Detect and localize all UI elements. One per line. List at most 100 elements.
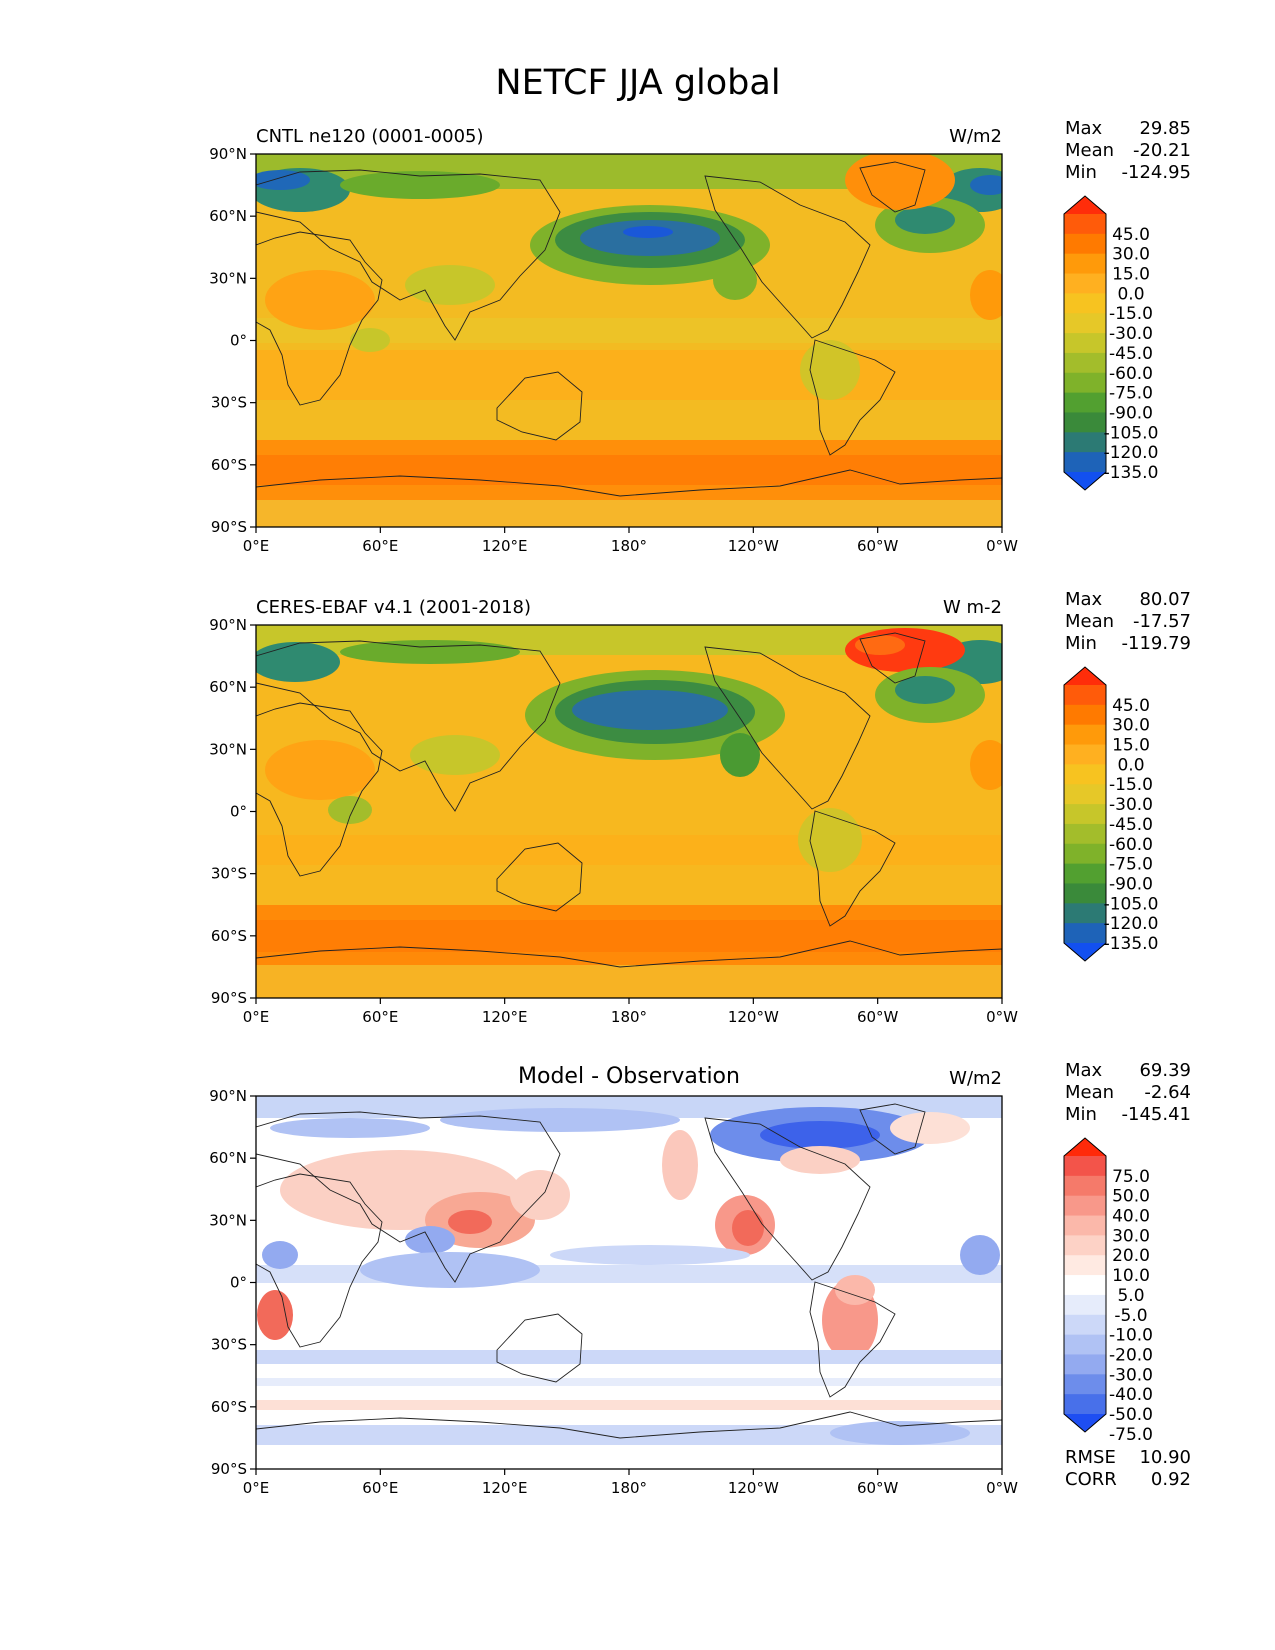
colorbar-label: 10.0	[1112, 1266, 1150, 1286]
colorbar-label: 0.0	[1117, 755, 1144, 775]
colorbar-segment	[1064, 1394, 1106, 1415]
panel-units: W/m2	[949, 1068, 1002, 1089]
colorbar-label: -45.0	[1109, 344, 1153, 364]
y-tick-label: 30°S	[211, 865, 247, 883]
stats-block: Max 80.07 Mean -17.57 Min -119.79	[1065, 589, 1191, 654]
y-tick-label: 0°	[230, 1274, 247, 1292]
y-tick-label: 90°S	[211, 989, 247, 1007]
stat-label: Max	[1065, 118, 1103, 139]
panel-title-center: Model - Observation	[518, 1064, 740, 1089]
y-tick-label: 90°N	[209, 1087, 247, 1105]
stats-block: Max 69.39 Mean -2.64 Min -145.41	[1065, 1060, 1191, 1125]
figure-title: NETCF JJA global	[495, 63, 780, 103]
stat-value: -20.21	[1133, 140, 1191, 161]
colorbar-segment	[1064, 863, 1106, 885]
colorbar-label: -50.0	[1109, 1405, 1153, 1425]
colorbar-segment	[1064, 273, 1106, 294]
y-tick-label: 30°N	[209, 1211, 247, 1229]
x-tick-label: 0°E	[243, 537, 270, 555]
stat-value: -119.79	[1122, 633, 1191, 654]
x-axis: 0°E 60°E 120°E 180° 120°W 60°W 0°W	[243, 1469, 1018, 1497]
colorbar: 45.030.015.00.0-15.0-30.0-45.0-60.0-75.0…	[1063, 195, 1159, 491]
y-tick-label: 0°	[230, 332, 247, 350]
panel-observation: CERES-EBAF v4.1 (2001-2018) W m-2	[209, 589, 1191, 1026]
colorbar-segment	[1064, 372, 1106, 394]
map-field	[256, 625, 1002, 998]
x-axis: 0°E 60°E 120°E 180° 120°W 60°W 0°W	[243, 527, 1018, 555]
colorbar-label: -15.0	[1109, 304, 1153, 324]
colorbar-label: 20.0	[1112, 1246, 1150, 1266]
y-tick-label: 90°S	[211, 518, 247, 536]
panel-title-left: CERES-EBAF v4.1 (2001-2018)	[256, 597, 531, 618]
map-field	[256, 1096, 1002, 1469]
y-tick-label: 90°N	[209, 616, 247, 634]
x-tick-label: 0°E	[243, 1008, 270, 1026]
y-tick-label: 60°S	[211, 927, 247, 945]
stat-label: Mean	[1065, 1082, 1114, 1103]
panel-units: W m-2	[943, 597, 1002, 618]
colorbar-label: -75.0	[1109, 1425, 1153, 1445]
colorbar-segment	[1064, 1156, 1106, 1177]
colorbar-label: -105.0	[1104, 894, 1159, 914]
colorbar-extend-max	[1064, 196, 1106, 214]
colorbar-extend-min	[1064, 472, 1106, 490]
colorbar-segment	[1064, 214, 1106, 235]
colorbar-segment	[1064, 1195, 1106, 1217]
colorbar-label: -30.0	[1109, 324, 1153, 344]
colorbar-segment	[1064, 724, 1106, 746]
colorbar-segment	[1064, 1215, 1106, 1236]
x-axis: 0°E 60°E 120°E 180° 120°W 60°W 0°W	[243, 998, 1018, 1026]
colorbar-label: -90.0	[1109, 874, 1153, 894]
x-tick-label: 60°E	[362, 1479, 398, 1497]
colorbar: 75.050.040.030.020.010.05.0-5.0-10.0-20.…	[1063, 1137, 1153, 1445]
x-tick-label: 0°W	[986, 1479, 1018, 1497]
colorbar-label: -60.0	[1109, 364, 1153, 384]
colorbar-label: 50.0	[1112, 1187, 1150, 1207]
colorbar-segment	[1064, 313, 1106, 334]
metric-value: 10.90	[1139, 1447, 1191, 1468]
x-tick-label: 60°E	[362, 1008, 398, 1026]
y-tick-label: 30°S	[211, 1336, 247, 1354]
stat-label: Max	[1065, 1060, 1103, 1081]
colorbar-label: -15.0	[1109, 775, 1153, 795]
colorbar-segment	[1064, 704, 1106, 726]
panel-units: W/m2	[949, 126, 1002, 147]
colorbar-extend-min	[1064, 1414, 1106, 1432]
x-tick-label: 120°W	[728, 537, 779, 555]
colorbar-label: -75.0	[1109, 855, 1153, 875]
stat-value: -124.95	[1122, 162, 1191, 183]
colorbar-outline	[1063, 1137, 1107, 1433]
colorbar-label: 15.0	[1112, 265, 1150, 285]
stat-label: Min	[1065, 1104, 1097, 1125]
x-tick-label: 120°E	[482, 1479, 528, 1497]
stat-label: Min	[1065, 633, 1097, 654]
colorbar-segment	[1064, 883, 1106, 904]
colorbar-label: 0.0	[1117, 284, 1144, 304]
colorbar-segment	[1064, 823, 1106, 845]
stat-value: -145.41	[1122, 1104, 1191, 1125]
metric-label: RMSE	[1065, 1447, 1116, 1468]
y-tick-label: 90°S	[211, 1460, 247, 1478]
colorbar-segment	[1064, 392, 1106, 414]
x-tick-label: 180°	[611, 1479, 647, 1497]
colorbar-label: -135.0	[1104, 463, 1159, 483]
stat-value: 29.85	[1139, 118, 1191, 139]
colorbar-label: -10.0	[1109, 1326, 1153, 1346]
y-tick-label: 30°N	[209, 269, 247, 287]
colorbar-segment	[1064, 1294, 1106, 1316]
colorbar-segment	[1064, 685, 1106, 706]
y-tick-label: 60°N	[209, 207, 247, 225]
metric-label: CORR	[1065, 1469, 1117, 1490]
colorbar-segment	[1064, 784, 1106, 805]
colorbar-label: 15.0	[1112, 736, 1150, 756]
colorbar-label: 40.0	[1112, 1207, 1150, 1227]
colorbar-segment	[1064, 452, 1106, 473]
y-tick-label: 30°S	[211, 394, 247, 412]
colorbar-segment	[1064, 744, 1106, 765]
panel-title-left: CNTL ne120 (0001-0005)	[256, 126, 484, 147]
y-tick-label: 30°N	[209, 740, 247, 758]
colorbar-label: -135.0	[1104, 934, 1159, 954]
colorbar-outline	[1063, 195, 1107, 491]
colorbar-segment	[1064, 1314, 1106, 1336]
